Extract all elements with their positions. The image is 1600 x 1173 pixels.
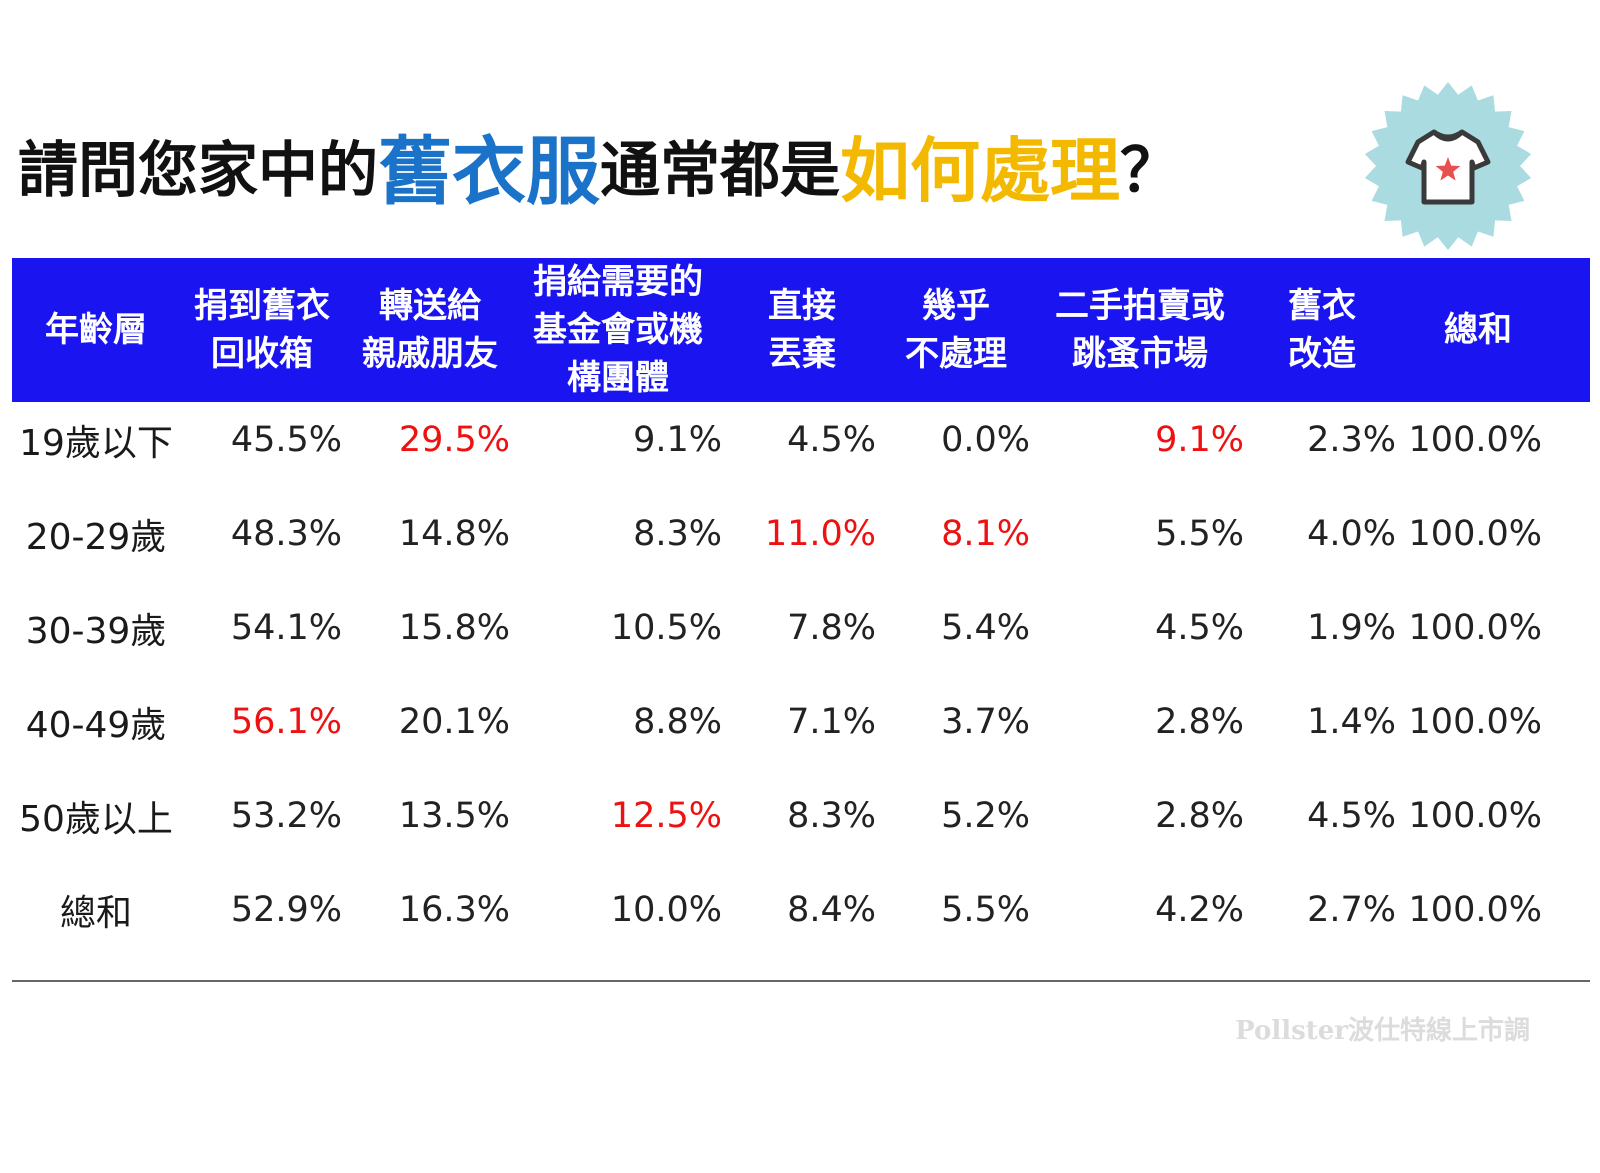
table-cell: 1.4% [1307, 702, 1396, 742]
table-cell: 2.3% [1307, 420, 1396, 460]
table-cell: 5.2% [941, 796, 1030, 836]
table-cell: 5.5% [941, 890, 1030, 930]
table-cell: 4.5% [1155, 608, 1244, 648]
row-label: 20-29歲 [25, 517, 167, 558]
table-row: 30-39歲 54.1% 15.8% 10.5% 7.8% 5.4% 4.5% 1.9% 100… [12, 580, 1590, 676]
table-cell: 53.2% [230, 796, 342, 836]
table-cell: 56.1% [230, 702, 342, 742]
table-cell: 8.8% [633, 702, 722, 742]
table-cell: 8.3% [787, 796, 876, 836]
table-cell: 100.0% [1408, 608, 1542, 648]
table-cell: 10.0% [610, 890, 722, 930]
table-row: 19歲以下 45.5% 29.5% 9.1% 4.5% 0.0% 9.1% 2.3% 100.0… [12, 392, 1590, 488]
title-question-mark: ？ [1120, 135, 1180, 206]
table-cell: 48.3% [230, 514, 342, 554]
row-label: 30-39歲 [25, 611, 167, 652]
table-cell: 14.8% [398, 514, 510, 554]
table-cell: 12.5% [610, 796, 722, 836]
row-label: 50歲以上 [19, 799, 173, 840]
table-cell: 20.1% [398, 702, 510, 742]
table-cell: 54.1% [230, 608, 342, 648]
table-cell: 4.2% [1155, 890, 1244, 930]
t-shirt-star-icon [1362, 80, 1534, 252]
row-label: 19歲以下 [19, 423, 173, 464]
column-header-5: 幾乎 不處理 [905, 286, 1007, 374]
title-part-1: 請問您家中的 [18, 135, 378, 206]
table-cell: 100.0% [1408, 890, 1542, 930]
column-header-1: 捐到舊衣 回收箱 [194, 286, 330, 374]
table-cell: 9.1% [1155, 420, 1244, 460]
table-cell: 9.1% [633, 420, 722, 460]
table-row: 40-49歲 56.1% 20.1% 8.8% 7.1% 3.7% 2.8% 1.4% 100.… [12, 674, 1590, 770]
table-bottom-divider [12, 980, 1590, 982]
table-cell: 1.9% [1307, 608, 1396, 648]
table-cell: 13.5% [398, 796, 510, 836]
table-cell: 4.0% [1307, 514, 1396, 554]
column-header-7: 舊衣 改造 [1288, 286, 1356, 374]
table-header [12, 258, 1590, 402]
column-header-2: 轉送給 親戚朋友 [362, 286, 498, 374]
table-cell: 8.1% [941, 514, 1030, 554]
table-cell: 7.1% [787, 702, 876, 742]
chart-title: 請問您家中的 舊衣服 通常都是 如何處理？ [18, 110, 1358, 220]
column-header-8: 總和 [1444, 310, 1512, 350]
title-highlight-how-handle: 如何處理 [840, 129, 1120, 212]
table-cell: 4.5% [787, 420, 876, 460]
table-cell: 2.7% [1307, 890, 1396, 930]
table-row: 20-29歲 48.3% 14.8% 8.3% 11.0% 8.1% 5.5% 4.0% 100… [12, 486, 1590, 582]
row-label: 40-49歲 [25, 705, 167, 746]
title-highlight-old-clothes: 舊衣服 [378, 128, 600, 215]
table-row: 50歲以上 53.2% 13.5% 12.5% 8.3% 5.2% 2.8% 4.5% 100.… [12, 768, 1590, 864]
table-cell: 15.8% [398, 608, 510, 648]
table-cell: 5.5% [1155, 514, 1244, 554]
table-cell: 100.0% [1408, 514, 1542, 554]
table-cell: 45.5% [230, 420, 342, 460]
table-cell: 10.5% [610, 608, 722, 648]
table-cell: 2.8% [1155, 796, 1244, 836]
column-header-0: 年齡層 [45, 310, 147, 350]
column-header-6: 二手拍賣或 跳蚤市場 [1055, 286, 1225, 374]
table-cell: 100.0% [1408, 702, 1542, 742]
table-cell: 16.3% [398, 890, 510, 930]
source-watermark: Pollster波仕特線上市調 [1235, 1016, 1530, 1046]
table-cell: 4.5% [1307, 796, 1396, 836]
table-cell: 52.9% [230, 890, 342, 930]
table-cell: 8.3% [633, 514, 722, 554]
table-cell: 100.0% [1408, 796, 1542, 836]
title-part-3: 通常都是 [600, 135, 840, 206]
table-cell: 7.8% [787, 608, 876, 648]
column-header-3: 捐給需要的 基金會或機 構團體 [533, 262, 703, 398]
table-cell: 100.0% [1408, 420, 1542, 460]
row-label: 總和 [59, 893, 132, 934]
table-cell: 2.8% [1155, 702, 1244, 742]
table-cell: 3.7% [941, 702, 1030, 742]
table-cell: 0.0% [941, 420, 1030, 460]
column-header-4: 直接 丟棄 [768, 286, 836, 374]
table-row: 總和 52.9% 16.3% 10.0% 8.4% 5.5% 4.2% 2.7% 100.0% [12, 862, 1590, 958]
table-cell: 11.0% [764, 514, 876, 554]
table-cell: 8.4% [787, 890, 876, 930]
table-cell: 29.5% [398, 420, 510, 460]
table-cell: 5.4% [941, 608, 1030, 648]
